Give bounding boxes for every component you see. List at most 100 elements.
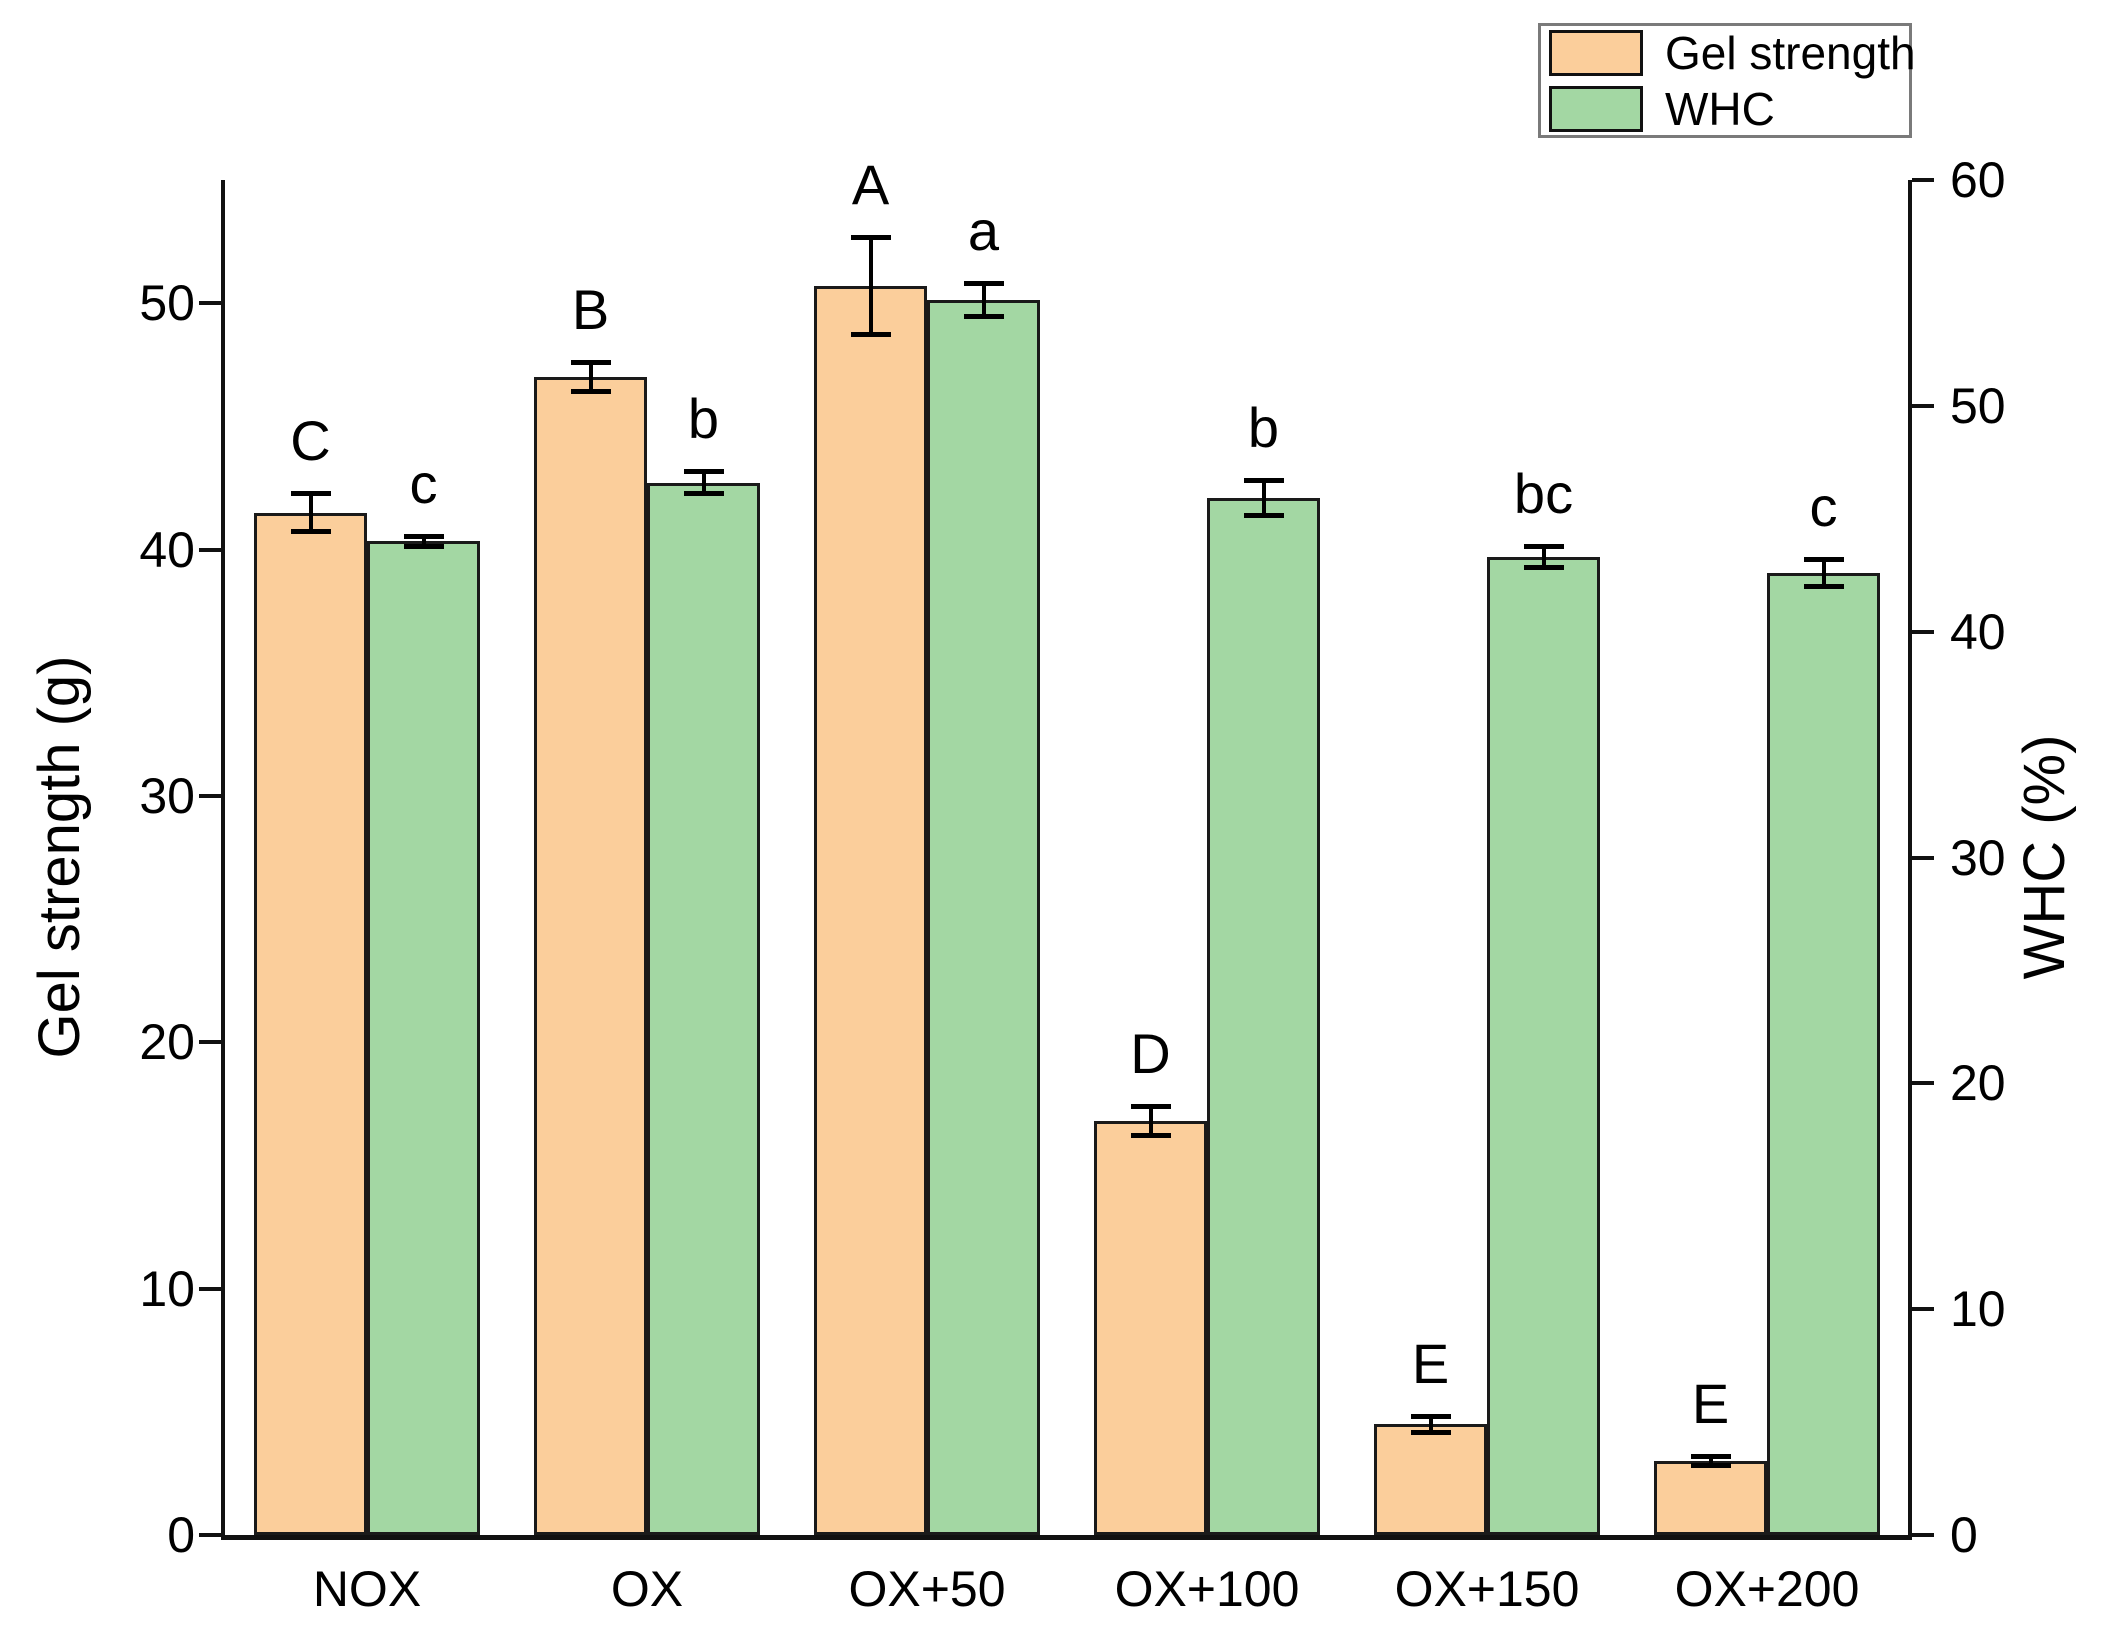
significance-label: E (1411, 1331, 1450, 1395)
error-bar-cap-top (403, 533, 444, 539)
right-axis-tick (1912, 403, 1934, 408)
right-axis-tick (1912, 855, 1934, 860)
x-axis-category-label: OX+100 (1114, 1561, 1300, 1617)
legend-swatch-gel-strength (1549, 29, 1643, 76)
right-axis-tick-label: 40 (1950, 603, 2006, 660)
left-axis-tick (199, 301, 221, 306)
error-bar-line (981, 282, 986, 317)
error-bar-cap-top (1130, 1104, 1171, 1110)
error-bar-cap-bottom (1690, 1463, 1731, 1469)
error-bar-cap-bottom (1243, 513, 1284, 519)
error-bar-line (588, 362, 593, 392)
error-bar-cap-top (1690, 1454, 1731, 1460)
error-bar-line (308, 492, 313, 533)
x-axis-category-label: NOX (312, 1561, 422, 1617)
error-bar-cap-top (850, 234, 891, 240)
error-bar-line (1541, 545, 1546, 569)
bar-whc-OX+200 (1767, 572, 1880, 1535)
bar-whc-NOX (367, 541, 480, 1535)
error-bar-cap-bottom (963, 313, 1004, 319)
error-bar-cap-bottom (850, 332, 891, 338)
left-axis-tick-label: 30 (139, 767, 195, 824)
left-axis-tick (199, 1040, 221, 1045)
right-axis-tick-label: 10 (1950, 1281, 2006, 1338)
right-axis-tick-label: 30 (1950, 829, 2006, 886)
right-axis-tick (1912, 1307, 1934, 1312)
legend-swatch-whc (1549, 85, 1643, 132)
legend-item-whc: WHC (1549, 84, 1901, 134)
error-bar-cap-top (1410, 1413, 1451, 1419)
x-axis-line (221, 1535, 1912, 1540)
error-bar-cap-bottom (1803, 583, 1844, 589)
left-axis-tick (199, 1533, 221, 1537)
significance-label: E (1691, 1372, 1730, 1436)
bar-gel-strength-OX+100 (1094, 1121, 1207, 1535)
right-axis-tick-label: 50 (1950, 377, 2006, 434)
x-axis-category-label: OX (610, 1561, 684, 1617)
significance-label: c (1809, 475, 1838, 539)
legend-label-gel-strength: Gel strength (1665, 26, 1916, 79)
right-axis-tick (1912, 629, 1934, 634)
error-bar-cap-bottom (683, 490, 724, 496)
error-bar-cap-top (570, 360, 611, 366)
bar-gel-strength-OX+150 (1374, 1424, 1487, 1535)
right-axis-tick-label: 60 (1950, 152, 2006, 208)
right-axis-tick-label: 0 (1950, 1507, 1978, 1563)
bar-gel-strength-NOX (254, 512, 367, 1535)
x-axis-category-label: OX+200 (1674, 1561, 1860, 1617)
error-bar-cap-top (963, 280, 1004, 286)
bar-whc-OX+50 (927, 299, 1040, 1535)
error-bar-line (1261, 480, 1266, 517)
bar-whc-OX+150 (1487, 557, 1600, 1535)
error-bar-cap-bottom (403, 543, 444, 549)
bar-whc-OX+100 (1207, 498, 1320, 1535)
left-axis-tick-label: 20 (139, 1014, 195, 1071)
significance-label: c (409, 451, 438, 515)
x-axis-category-label: OX+50 (848, 1561, 1006, 1617)
error-bar-cap-top (290, 490, 331, 496)
left-axis-tick (199, 793, 221, 798)
error-bar-cap-top (683, 469, 724, 475)
left-axis-tick (199, 1286, 221, 1291)
error-bar-cap-bottom (570, 388, 611, 394)
bar-gel-strength-OX+50 (814, 285, 927, 1535)
right-axis-tick (1912, 1081, 1934, 1086)
error-bar-cap-top (1243, 478, 1284, 484)
significance-label: D (1130, 1022, 1171, 1086)
error-bar-line (1428, 1415, 1433, 1433)
x-axis-category-label: OX+150 (1394, 1561, 1580, 1617)
right-axis-tick (1912, 178, 1934, 182)
right-axis-tick (1912, 1533, 1934, 1537)
error-bar-cap-bottom (1523, 565, 1564, 571)
significance-label: C (290, 408, 331, 472)
left-axis-tick-label: 10 (139, 1260, 195, 1317)
legend: Gel strength WHC (1538, 23, 1916, 138)
error-bar-line (701, 471, 706, 494)
significance-label: A (851, 152, 890, 216)
error-bar-line (1821, 559, 1826, 587)
significance-label: bc (1513, 461, 1574, 525)
error-bar-line (421, 535, 426, 547)
significance-label: B (571, 278, 610, 342)
left-axis-tick (199, 547, 221, 552)
significance-label: b (1247, 396, 1280, 460)
left-y-axis-line (221, 180, 225, 1539)
error-bar-cap-top (1803, 557, 1844, 563)
error-bar-cap-top (1523, 543, 1564, 549)
left-axis-tick-label: 0 (167, 1507, 195, 1563)
right-y-axis-line (1908, 180, 1912, 1539)
left-axis-tick-label: 40 (139, 521, 195, 578)
right-axis-tick-label: 20 (1950, 1055, 2006, 1112)
significance-label: b (687, 387, 720, 451)
significance-label: a (967, 198, 1000, 262)
legend-label-whc: WHC (1665, 82, 1775, 135)
error-bar-line (868, 236, 873, 336)
bar-whc-OX (647, 482, 760, 1535)
error-bar-cap-bottom (1410, 1429, 1451, 1435)
error-bar-line (1148, 1106, 1153, 1136)
left-axis-tick-label: 50 (139, 275, 195, 332)
error-bar-cap-bottom (290, 529, 331, 535)
error-bar-line (1708, 1456, 1713, 1466)
legend-item-gel-strength: Gel strength (1549, 28, 1916, 78)
